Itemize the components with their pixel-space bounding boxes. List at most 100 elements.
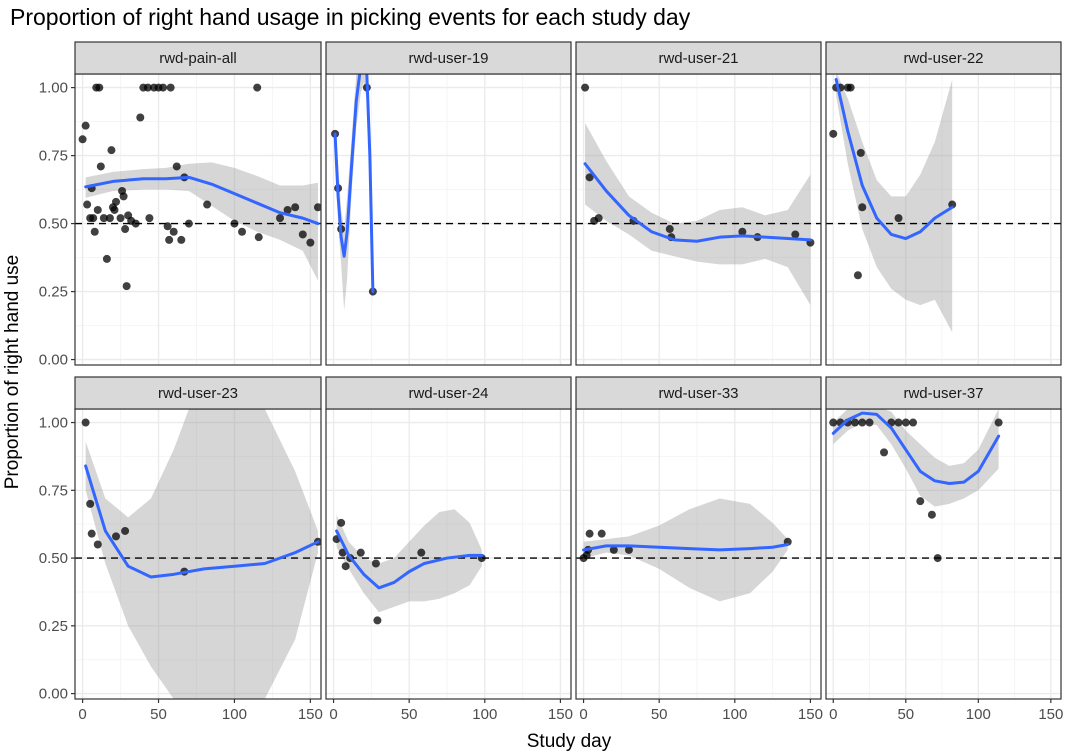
data-point: [230, 219, 239, 228]
facet-strip: [825, 41, 1062, 75]
data-point: [371, 559, 380, 568]
facet-strip-label: rwd-user-24: [408, 385, 488, 402]
y-tick-label: 0.50: [39, 550, 68, 567]
confidence-ribbon: [583, 498, 788, 602]
x-tick-label: 0: [579, 706, 587, 723]
smooth-line: [583, 162, 812, 243]
x-tick-label: 0: [78, 706, 86, 723]
data-point: [829, 418, 838, 427]
data-point: [96, 162, 105, 171]
data-point: [86, 499, 95, 508]
y-tick-label: 0.00: [39, 686, 68, 703]
y-tick-label: 1.00: [39, 80, 68, 97]
data-point: [624, 545, 633, 554]
data-point: [916, 497, 925, 506]
data-point: [99, 214, 108, 223]
data-point: [851, 418, 860, 427]
y-tick-label: 0.75: [39, 482, 68, 499]
data-point: [865, 418, 874, 427]
x-tick-label: 150: [798, 706, 823, 723]
panel-background: [826, 409, 1061, 699]
smooth-line: [335, 529, 484, 590]
facet-panel-rwd-pain-all: rwd-pain-all 0.00 0.25 0.50 0.75 1.00: [39, 41, 322, 369]
panel-plot-area: [826, 74, 1061, 365]
data-point: [846, 83, 855, 92]
x-tick-label: 0: [329, 706, 337, 723]
data-point: [169, 227, 178, 236]
data-point: [119, 192, 128, 201]
x-tick-label: 150: [298, 706, 323, 723]
facet-strip-label: rwd-user-23: [158, 385, 238, 402]
x-tick-label: 100: [966, 706, 991, 723]
data-point: [165, 235, 174, 244]
chart-title: Proportion of right hand usage in pickin…: [10, 4, 691, 30]
data-point: [829, 129, 838, 138]
smooth-line: [582, 543, 790, 552]
y-tick-label: 0.25: [39, 284, 68, 301]
facet-strip: [825, 376, 1062, 410]
data-point: [107, 146, 116, 155]
panel-plot-area: [326, 74, 571, 365]
data-point: [665, 225, 674, 234]
data-point: [858, 418, 867, 427]
panel-plot-area: [75, 74, 321, 365]
y-tick-label: 0.75: [39, 148, 68, 165]
x-tick-label: 100: [722, 706, 747, 723]
data-point: [116, 214, 125, 223]
data-point: [856, 148, 865, 157]
data-point: [145, 214, 154, 223]
x-tick-label: 50: [150, 706, 167, 723]
x-tick-label: 50: [897, 706, 914, 723]
data-point: [110, 205, 119, 214]
y-tick-label: 1.00: [39, 415, 68, 432]
facet-strip: [575, 376, 822, 410]
facet-strip: [325, 376, 572, 410]
data-point: [121, 526, 130, 535]
facet-strip-label: rwd-user-37: [903, 385, 983, 402]
facet-strip: [74, 376, 322, 410]
data-point: [131, 219, 140, 228]
y-tick-label: 0.50: [39, 216, 68, 233]
data-point: [83, 200, 92, 209]
data-point: [254, 233, 263, 242]
y-axis-title: Proportion of right hand use: [2, 255, 23, 490]
data-point: [177, 235, 186, 244]
data-point: [93, 540, 102, 549]
smooth-line: [84, 175, 320, 226]
data-point: [238, 227, 247, 236]
data-point: [791, 230, 800, 239]
data-point: [163, 222, 172, 231]
facet-panel-rwd-user-33: rwd-user-33 0 50 100 150: [575, 376, 823, 723]
panel-plot-area: [75, 409, 321, 699]
smooth-line: [84, 464, 320, 579]
data-point: [738, 227, 747, 236]
data-point: [313, 203, 321, 212]
data-point: [338, 548, 347, 557]
panel-background: [75, 409, 321, 699]
facet-strip-label: rwd-user-22: [903, 50, 983, 67]
smooth-line: [831, 411, 1001, 486]
data-point: [81, 418, 90, 427]
data-point: [184, 219, 193, 228]
data-point: [105, 214, 114, 223]
confidence-ribbon: [85, 409, 318, 699]
x-tick-label: 50: [401, 706, 418, 723]
data-point: [298, 230, 307, 239]
data-point: [203, 200, 212, 209]
facet-panel-rwd-user-24: rwd-user-24 0 50 100 150: [325, 376, 573, 723]
facet-panel-rwd-user-22: rwd-user-22: [825, 41, 1062, 366]
data-point: [901, 418, 910, 427]
y-tick-label: 0.00: [39, 352, 68, 369]
facet-panel-rwd-user-23: rwd-user-23 0.00 0.25 0.50 0.75 1.00 0 50 100 150: [39, 376, 323, 723]
data-point: [112, 532, 120, 541]
facet-strip: [575, 41, 822, 75]
data-point: [166, 83, 175, 92]
confidence-ribbon: [585, 122, 811, 306]
data-point: [417, 548, 426, 557]
data-point: [853, 271, 862, 280]
data-point: [89, 214, 98, 223]
data-point: [121, 225, 130, 234]
panel-plot-area: [576, 74, 821, 365]
facet-strip-label: rwd-user-19: [408, 50, 488, 67]
